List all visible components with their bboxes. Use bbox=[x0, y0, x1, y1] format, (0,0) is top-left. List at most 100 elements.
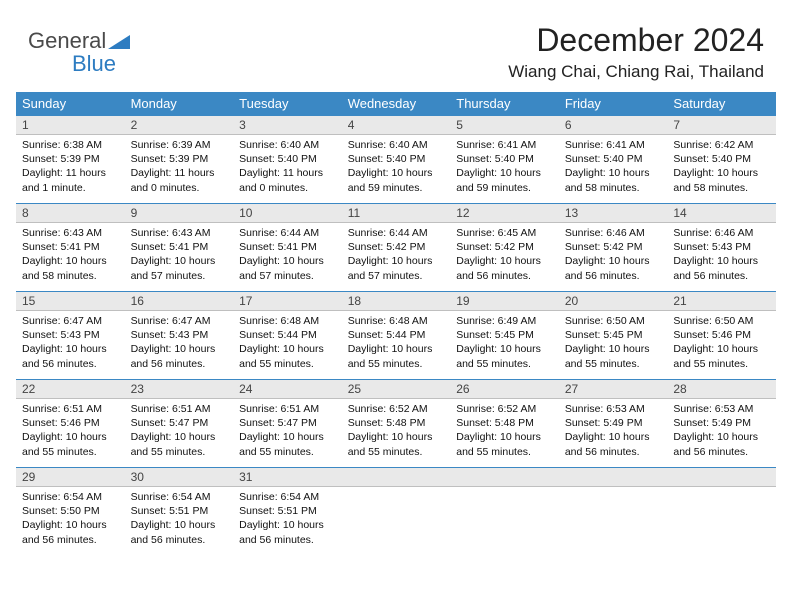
day-number: 19 bbox=[450, 291, 559, 311]
calendar-table: Sunday Monday Tuesday Wednesday Thursday… bbox=[16, 92, 776, 555]
calendar-day-cell: 20Sunrise: 6:50 AMSunset: 5:45 PMDayligh… bbox=[559, 291, 668, 379]
day-details: Sunrise: 6:44 AMSunset: 5:41 PMDaylight:… bbox=[233, 223, 342, 289]
day-number: 12 bbox=[450, 203, 559, 223]
page-title: December 2024 bbox=[536, 22, 764, 59]
calendar-day-cell: 23Sunrise: 6:51 AMSunset: 5:47 PMDayligh… bbox=[125, 379, 234, 467]
day-number: 20 bbox=[559, 291, 668, 311]
calendar-day-cell: 7Sunrise: 6:42 AMSunset: 5:40 PMDaylight… bbox=[667, 115, 776, 203]
day-details: Sunrise: 6:52 AMSunset: 5:48 PMDaylight:… bbox=[450, 399, 559, 465]
calendar-day-cell: 5Sunrise: 6:41 AMSunset: 5:40 PMDaylight… bbox=[450, 115, 559, 203]
day-details: Sunrise: 6:45 AMSunset: 5:42 PMDaylight:… bbox=[450, 223, 559, 289]
calendar-day-cell: 4Sunrise: 6:40 AMSunset: 5:40 PMDaylight… bbox=[342, 115, 451, 203]
day-details: Sunrise: 6:52 AMSunset: 5:48 PMDaylight:… bbox=[342, 399, 451, 465]
day-number: 28 bbox=[667, 379, 776, 399]
day-details: Sunrise: 6:48 AMSunset: 5:44 PMDaylight:… bbox=[233, 311, 342, 377]
day-number: 30 bbox=[125, 467, 234, 487]
day-number: 22 bbox=[16, 379, 125, 399]
calendar-day-cell: 10Sunrise: 6:44 AMSunset: 5:41 PMDayligh… bbox=[233, 203, 342, 291]
weekday-header-row: Sunday Monday Tuesday Wednesday Thursday… bbox=[16, 92, 776, 115]
day-number: 24 bbox=[233, 379, 342, 399]
calendar-day-cell: 9Sunrise: 6:43 AMSunset: 5:41 PMDaylight… bbox=[125, 203, 234, 291]
day-details: Sunrise: 6:49 AMSunset: 5:45 PMDaylight:… bbox=[450, 311, 559, 377]
day-details: Sunrise: 6:50 AMSunset: 5:46 PMDaylight:… bbox=[667, 311, 776, 377]
weekday-header: Saturday bbox=[667, 92, 776, 115]
calendar-day-cell: 24Sunrise: 6:51 AMSunset: 5:47 PMDayligh… bbox=[233, 379, 342, 467]
calendar-day-cell: 1Sunrise: 6:38 AMSunset: 5:39 PMDaylight… bbox=[16, 115, 125, 203]
day-number: 3 bbox=[233, 115, 342, 135]
day-number: 31 bbox=[233, 467, 342, 487]
day-number: 9 bbox=[125, 203, 234, 223]
weekday-header: Tuesday bbox=[233, 92, 342, 115]
day-number-empty bbox=[667, 467, 776, 487]
day-number: 14 bbox=[667, 203, 776, 223]
weekday-header: Thursday bbox=[450, 92, 559, 115]
day-details: Sunrise: 6:40 AMSunset: 5:40 PMDaylight:… bbox=[342, 135, 451, 201]
calendar-day-cell: 29Sunrise: 6:54 AMSunset: 5:50 PMDayligh… bbox=[16, 467, 125, 555]
day-details: Sunrise: 6:54 AMSunset: 5:51 PMDaylight:… bbox=[125, 487, 234, 553]
day-number: 5 bbox=[450, 115, 559, 135]
calendar-day-cell: 11Sunrise: 6:44 AMSunset: 5:42 PMDayligh… bbox=[342, 203, 451, 291]
day-details: Sunrise: 6:39 AMSunset: 5:39 PMDaylight:… bbox=[125, 135, 234, 201]
day-number: 13 bbox=[559, 203, 668, 223]
day-details: Sunrise: 6:42 AMSunset: 5:40 PMDaylight:… bbox=[667, 135, 776, 201]
calendar-day-cell: 2Sunrise: 6:39 AMSunset: 5:39 PMDaylight… bbox=[125, 115, 234, 203]
day-details: Sunrise: 6:46 AMSunset: 5:43 PMDaylight:… bbox=[667, 223, 776, 289]
day-details: Sunrise: 6:47 AMSunset: 5:43 PMDaylight:… bbox=[125, 311, 234, 377]
day-number: 6 bbox=[559, 115, 668, 135]
weekday-header: Monday bbox=[125, 92, 234, 115]
day-details: Sunrise: 6:43 AMSunset: 5:41 PMDaylight:… bbox=[16, 223, 125, 289]
day-number: 15 bbox=[16, 291, 125, 311]
day-details: Sunrise: 6:46 AMSunset: 5:42 PMDaylight:… bbox=[559, 223, 668, 289]
weekday-header: Friday bbox=[559, 92, 668, 115]
calendar-day-cell bbox=[450, 467, 559, 555]
calendar-day-cell: 21Sunrise: 6:50 AMSunset: 5:46 PMDayligh… bbox=[667, 291, 776, 379]
calendar-day-cell: 16Sunrise: 6:47 AMSunset: 5:43 PMDayligh… bbox=[125, 291, 234, 379]
day-details: Sunrise: 6:53 AMSunset: 5:49 PMDaylight:… bbox=[667, 399, 776, 465]
calendar-day-cell: 27Sunrise: 6:53 AMSunset: 5:49 PMDayligh… bbox=[559, 379, 668, 467]
page-subtitle: Wiang Chai, Chiang Rai, Thailand bbox=[508, 62, 764, 82]
calendar-day-cell: 18Sunrise: 6:48 AMSunset: 5:44 PMDayligh… bbox=[342, 291, 451, 379]
day-details: Sunrise: 6:51 AMSunset: 5:47 PMDaylight:… bbox=[125, 399, 234, 465]
day-details: Sunrise: 6:40 AMSunset: 5:40 PMDaylight:… bbox=[233, 135, 342, 201]
day-number-empty bbox=[450, 467, 559, 487]
day-details: Sunrise: 6:53 AMSunset: 5:49 PMDaylight:… bbox=[559, 399, 668, 465]
day-number: 16 bbox=[125, 291, 234, 311]
calendar-week-row: 22Sunrise: 6:51 AMSunset: 5:46 PMDayligh… bbox=[16, 379, 776, 467]
day-details: Sunrise: 6:54 AMSunset: 5:51 PMDaylight:… bbox=[233, 487, 342, 553]
day-number: 17 bbox=[233, 291, 342, 311]
day-details: Sunrise: 6:54 AMSunset: 5:50 PMDaylight:… bbox=[16, 487, 125, 553]
day-number-empty bbox=[342, 467, 451, 487]
calendar-day-cell bbox=[667, 467, 776, 555]
calendar-day-cell: 8Sunrise: 6:43 AMSunset: 5:41 PMDaylight… bbox=[16, 203, 125, 291]
calendar-week-row: 29Sunrise: 6:54 AMSunset: 5:50 PMDayligh… bbox=[16, 467, 776, 555]
day-details: Sunrise: 6:51 AMSunset: 5:46 PMDaylight:… bbox=[16, 399, 125, 465]
day-details: Sunrise: 6:38 AMSunset: 5:39 PMDaylight:… bbox=[16, 135, 125, 201]
calendar-week-row: 1Sunrise: 6:38 AMSunset: 5:39 PMDaylight… bbox=[16, 115, 776, 203]
weekday-header: Wednesday bbox=[342, 92, 451, 115]
calendar-day-cell: 19Sunrise: 6:49 AMSunset: 5:45 PMDayligh… bbox=[450, 291, 559, 379]
calendar-day-cell bbox=[342, 467, 451, 555]
calendar-day-cell: 30Sunrise: 6:54 AMSunset: 5:51 PMDayligh… bbox=[125, 467, 234, 555]
day-details: Sunrise: 6:50 AMSunset: 5:45 PMDaylight:… bbox=[559, 311, 668, 377]
day-number-empty bbox=[559, 467, 668, 487]
day-number: 23 bbox=[125, 379, 234, 399]
calendar-day-cell: 14Sunrise: 6:46 AMSunset: 5:43 PMDayligh… bbox=[667, 203, 776, 291]
calendar-day-cell: 26Sunrise: 6:52 AMSunset: 5:48 PMDayligh… bbox=[450, 379, 559, 467]
day-details: Sunrise: 6:44 AMSunset: 5:42 PMDaylight:… bbox=[342, 223, 451, 289]
calendar-day-cell: 13Sunrise: 6:46 AMSunset: 5:42 PMDayligh… bbox=[559, 203, 668, 291]
day-number: 11 bbox=[342, 203, 451, 223]
day-details: Sunrise: 6:48 AMSunset: 5:44 PMDaylight:… bbox=[342, 311, 451, 377]
calendar-day-cell: 6Sunrise: 6:41 AMSunset: 5:40 PMDaylight… bbox=[559, 115, 668, 203]
calendar-day-cell: 22Sunrise: 6:51 AMSunset: 5:46 PMDayligh… bbox=[16, 379, 125, 467]
calendar-week-row: 8Sunrise: 6:43 AMSunset: 5:41 PMDaylight… bbox=[16, 203, 776, 291]
day-number: 10 bbox=[233, 203, 342, 223]
calendar-day-cell: 25Sunrise: 6:52 AMSunset: 5:48 PMDayligh… bbox=[342, 379, 451, 467]
logo-text-1: General bbox=[28, 28, 106, 53]
day-number: 25 bbox=[342, 379, 451, 399]
day-details: Sunrise: 6:47 AMSunset: 5:43 PMDaylight:… bbox=[16, 311, 125, 377]
calendar-day-cell bbox=[559, 467, 668, 555]
calendar-body: 1Sunrise: 6:38 AMSunset: 5:39 PMDaylight… bbox=[16, 115, 776, 555]
day-number: 8 bbox=[16, 203, 125, 223]
calendar-day-cell: 12Sunrise: 6:45 AMSunset: 5:42 PMDayligh… bbox=[450, 203, 559, 291]
day-number: 21 bbox=[667, 291, 776, 311]
